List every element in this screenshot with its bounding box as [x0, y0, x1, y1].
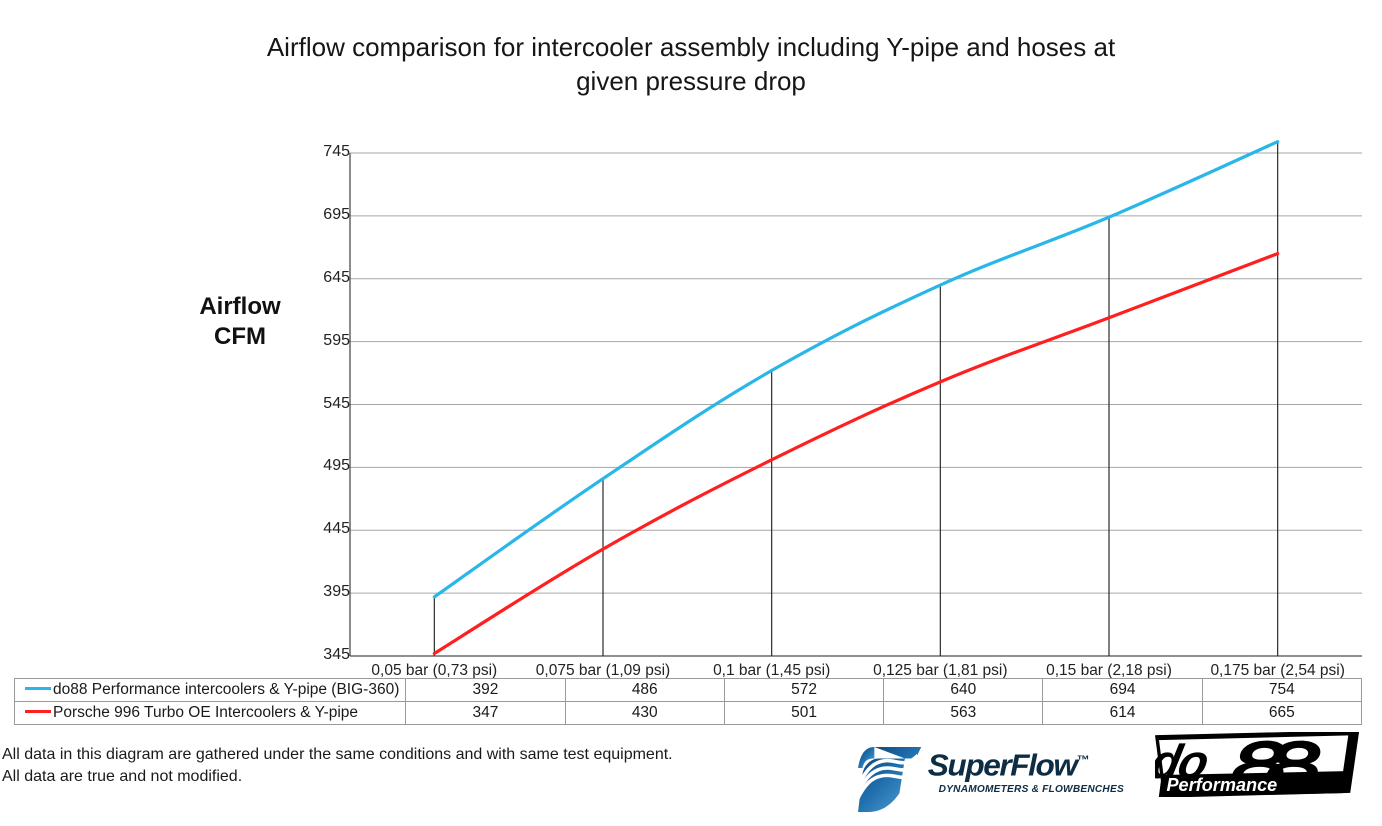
svg-text:Performance: Performance: [1166, 775, 1277, 795]
